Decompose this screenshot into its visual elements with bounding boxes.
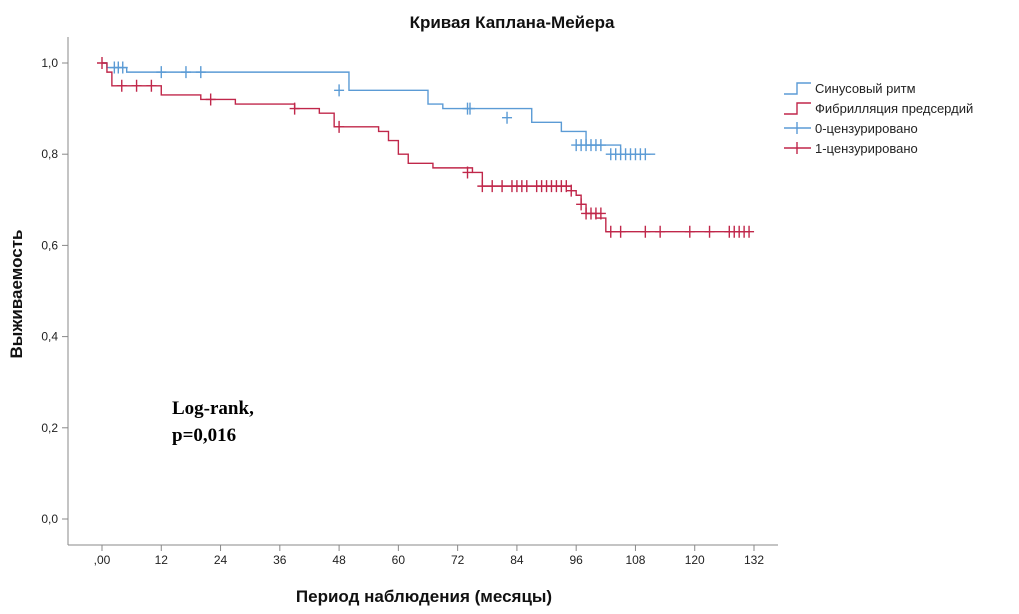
y-axis-label: Выживаемость [7,230,26,359]
sinus-rhythm-censor-mark [334,84,345,97]
atrial-fibrillation-censor-mark [605,225,616,238]
sinus-rhythm-censor-mark [195,66,206,79]
x-tick-label: 132 [744,553,764,567]
atrial-fibrillation-censor-mark [566,184,577,197]
y-tick-label: 0,0 [41,512,58,526]
legend-label: Фибрилляция предсердий [815,101,973,116]
atrial-fibrillation-censor-mark [131,79,142,92]
legend-step-swatch [784,102,811,115]
chart-title: Кривая Каплана-Мейера [410,13,615,32]
atrial-fibrillation-censor-mark [462,166,473,179]
atrial-fibrillation-censor-mark [744,225,755,238]
legend: Синусовый ритм Фибрилляция предсердий 0-це… [784,81,973,156]
axes [67,37,778,546]
x-tick-label: 72 [451,553,465,567]
sinus-rhythm-censor-mark [502,111,513,124]
annotation-line-1: Log-rank, [172,398,254,419]
sinus-rhythm-censor-mark [464,102,475,115]
atrial-fibrillation-censor-mark [640,225,651,238]
x-tick-label: 60 [392,553,406,567]
atrial-fibrillation-censor-mark [116,79,127,92]
x-tick-label: 24 [214,553,228,567]
censor-marks [97,57,755,238]
x-tick-label: 48 [332,553,346,567]
atrial-fibrillation-censor-mark [576,198,587,211]
atrial-fibrillation-censor-mark [655,225,666,238]
y-tick-label: 0,2 [41,421,58,435]
legend-label: Синусовый ритм [815,81,916,96]
atrial-fibrillation-censor-mark [497,180,508,193]
sinus-rhythm-censor-mark [595,139,606,152]
x-tick-label: 108 [625,553,645,567]
x-axis-label: Период наблюдения (месяцы) [296,587,552,606]
x-ticks: ,00 12 24 36 48 60 72 84 96 108 120 132 [94,545,764,567]
logrank-annotation: Log-rank, p=0,016 [172,398,254,446]
legend-plus-swatch [784,142,811,154]
y-tick-label: 0,8 [41,147,58,161]
annotation-line-2: p=0,016 [172,425,236,446]
sinus-rhythm-censor-mark [117,61,128,74]
atrial-fibrillation-censor-mark [684,225,695,238]
legend-label: 0-цензурировано [815,121,918,136]
legend-step-swatch [784,82,811,95]
x-tick-label: 120 [685,553,705,567]
atrial-fibrillation-censor-mark [487,180,498,193]
legend-label: 1-цензурировано [815,141,918,156]
atrial-fibrillation-censor-mark [334,120,345,133]
legend-plus-swatch [784,122,811,134]
y-tick-label: 0,6 [41,238,58,252]
x-tick-label: 36 [273,553,287,567]
atrial-fibrillation-censor-mark [205,93,216,106]
y-ticks: 0,0 0,2 0,4 0,6 0,8 1,0 [41,56,68,526]
sinus-rhythm-censor-mark [180,66,191,79]
atrial-fibrillation-censor-mark [615,225,626,238]
x-tick-label: 12 [155,553,169,567]
atrial-fibrillation-censor-mark [521,180,532,193]
sinus-rhythm-curve [102,62,656,155]
atrial-fibrillation-censor-mark [595,207,606,220]
atrial-fibrillation-censor-mark [146,79,157,92]
x-tick-label: ,00 [94,553,111,567]
atrial-fibrillation-censor-mark [704,225,715,238]
y-tick-label: 1,0 [41,56,58,70]
sinus-rhythm-censor-mark [640,148,651,161]
atrial-fibrillation-censor-mark [97,57,107,69]
y-tick-label: 0,4 [41,330,58,344]
x-tick-label: 96 [570,553,584,567]
atrial-fibrillation-curve [102,62,745,233]
x-tick-label: 84 [510,553,524,567]
survival-curves [102,62,745,233]
atrial-fibrillation-censor-mark [289,102,300,115]
sinus-rhythm-censor-mark [156,66,167,79]
atrial-fibrillation-censor-mark [477,180,488,193]
